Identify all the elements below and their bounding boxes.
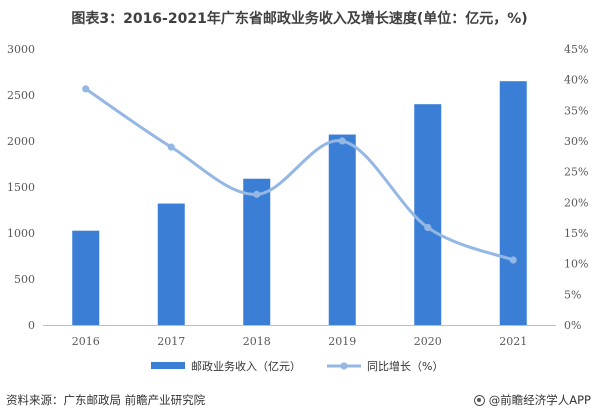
x-tick-label: 2017 — [157, 335, 185, 348]
x-tick-label: 2019 — [328, 335, 356, 348]
y-left-tick-label: 0 — [28, 319, 35, 332]
y-right-tick-label: 30% — [564, 135, 588, 148]
axes-group: 0 500 1000 1500 2000 2500 3000 0% 5% 10% 15% 20% 25%… — [7, 43, 588, 348]
growth-point-2018 — [253, 190, 261, 198]
y-left-tick-label: 500 — [14, 273, 35, 286]
x-tick-label: 2020 — [414, 335, 442, 348]
legend-line-marker — [340, 362, 348, 370]
y-right-tick-label: 0% — [564, 319, 581, 332]
bar-2018 — [243, 178, 271, 325]
x-tick-label: 2018 — [243, 335, 271, 348]
bars-group — [72, 81, 527, 325]
source-note: 资料来源：广东邮政局 前瞻产业研究院 — [6, 393, 206, 407]
bar-2021 — [499, 81, 527, 325]
y-left-tick-label: 3000 — [7, 43, 35, 56]
y-right-tick-label: 40% — [564, 74, 588, 87]
y-right-tick-label: 45% — [564, 43, 588, 56]
legend-line-label: 同比增长（%） — [367, 359, 443, 373]
y-left-tick-label: 2000 — [7, 135, 35, 148]
line-group — [82, 85, 517, 264]
brand-text: @前瞻经济学人APP — [488, 393, 591, 407]
x-tick-label: 2021 — [499, 335, 527, 348]
growth-point-2019 — [338, 137, 346, 145]
y-left-tick-label: 2500 — [7, 89, 35, 102]
y-right-tick-label: 15% — [564, 227, 588, 240]
y-left-tick-label: 1500 — [7, 181, 35, 194]
growth-point-2020 — [424, 223, 432, 232]
brand-credit: @前瞻经济学人APP — [473, 392, 591, 408]
legend: 邮政业务收入（亿元） 同比增长（%） — [151, 359, 443, 373]
y-right-tick-label: 25% — [564, 166, 588, 179]
y-right-tick-label: 20% — [564, 196, 588, 209]
y-right-tick-label: 10% — [564, 258, 588, 271]
chart-title: 图表3：2016-2021年广东省邮政业务收入及增长速度(单位：亿元，%) — [71, 11, 528, 27]
legend-bar-label: 邮政业务收入（亿元） — [191, 359, 301, 373]
x-tick-label: 2016 — [72, 335, 100, 348]
legend-bar-swatch — [151, 362, 185, 369]
bar-2017 — [157, 203, 185, 325]
growth-point-2017 — [167, 143, 175, 151]
brand-logo-icon — [473, 394, 485, 406]
growth-point-2021 — [509, 256, 517, 264]
y-left-tick-label: 1000 — [7, 227, 35, 240]
growth-point-2016 — [82, 85, 90, 93]
y-right-tick-label: 5% — [564, 288, 581, 301]
y-right-tick-label: 35% — [564, 104, 588, 117]
bar-2020 — [414, 104, 442, 325]
bar-2016 — [72, 230, 100, 325]
growth-line — [84, 87, 515, 262]
bar-2019 — [328, 134, 356, 325]
